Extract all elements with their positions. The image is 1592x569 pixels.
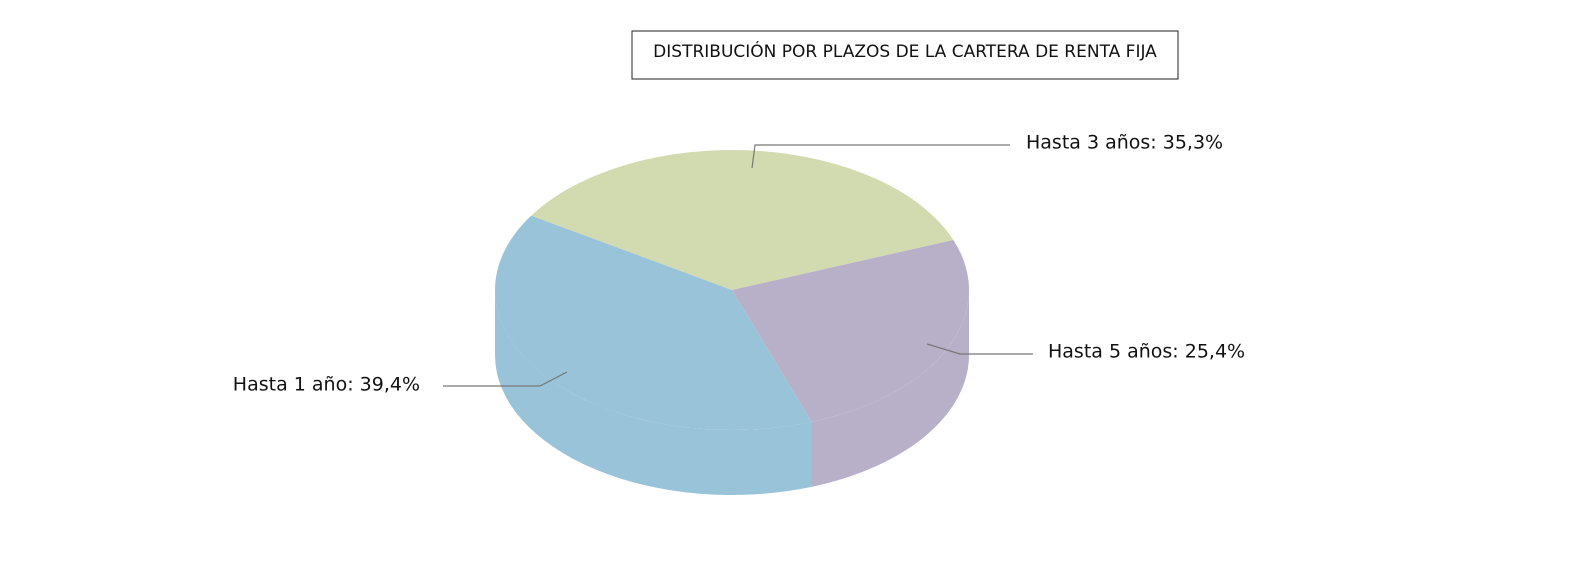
- title-box: [631, 30, 1179, 80]
- leader-line: [443, 371, 568, 387]
- pie-slice-side: [495, 290, 812, 495]
- pie-slice-side: [811, 290, 969, 487]
- pie-slice: [531, 149, 954, 290]
- pie-slice: [732, 239, 969, 422]
- chart-title: DISTRIBUCIÓN POR PLAZOS DE LA CARTERA DE…: [653, 40, 1157, 62]
- data-label: Hasta 5 años: 25,4%: [1048, 341, 1245, 363]
- leader-line: [751, 144, 1010, 169]
- pie-slice: [494, 215, 812, 430]
- leader-line: [926, 343, 1033, 355]
- data-label: Hasta 3 años: 35,3%: [1026, 132, 1223, 154]
- data-label: Hasta 1 año: 39,4%: [233, 374, 420, 396]
